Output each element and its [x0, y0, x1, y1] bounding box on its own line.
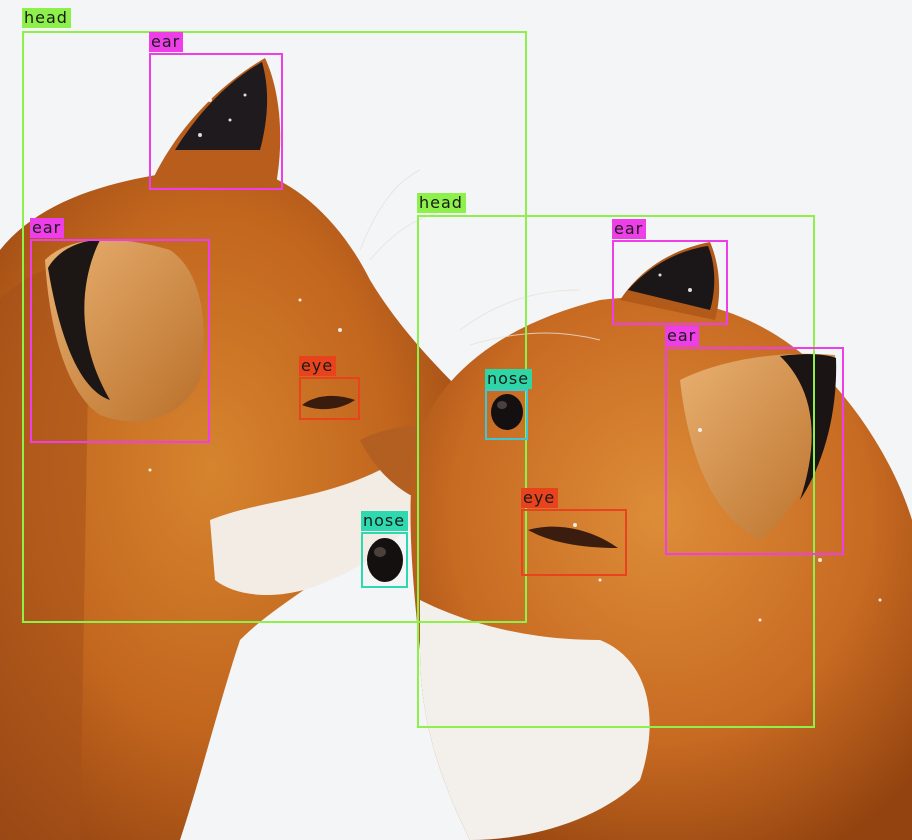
ear-tag-left-fox-front: ear — [30, 218, 65, 238]
nose-tag-left-fox: nose — [361, 511, 409, 531]
ear-tag-left-fox-back: ear — [149, 32, 184, 52]
nose-tag-right-fox: nose — [485, 369, 533, 389]
eye-tag-right-fox: eye — [521, 488, 559, 508]
ear-tag-right-fox-back: ear — [612, 219, 647, 239]
head-tag-right-fox: head — [417, 193, 466, 213]
head-tag-left-fox: head — [22, 8, 71, 28]
eye-tag-left-fox: eye — [299, 356, 337, 376]
ear-tag-right-fox-front: ear — [665, 326, 700, 346]
